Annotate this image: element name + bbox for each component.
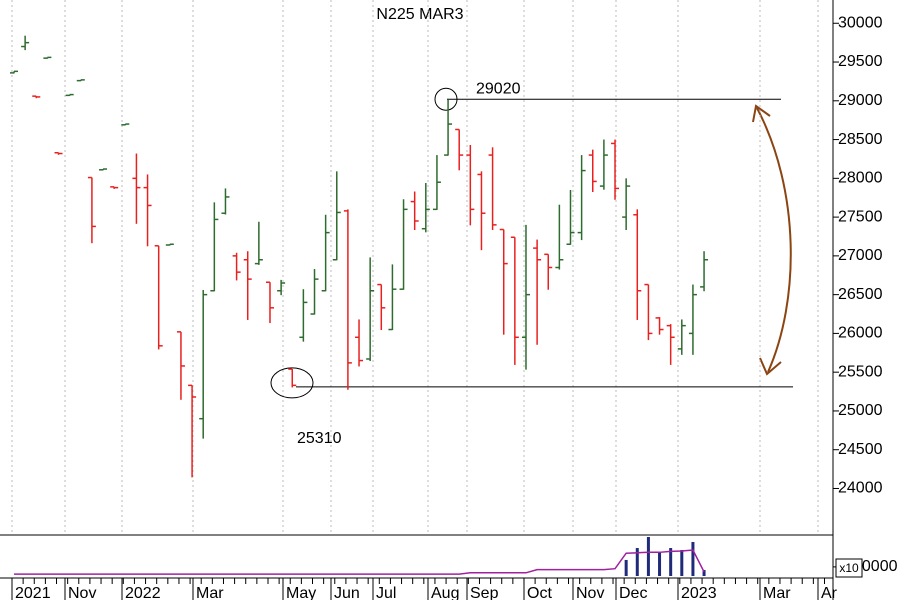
x-tick-label: Nov [576,585,604,600]
x-tick-label: Jul [376,585,396,600]
x-tick-label: Sep [470,585,499,600]
level-circle [270,367,314,399]
y-tick-label: 24000 [838,480,883,497]
x-tick-label: May [286,585,316,600]
y-tick-label: 29500 [838,53,883,70]
volume-bar [702,569,706,576]
y-tick-label: 24500 [838,441,883,458]
volume-unit: x10 [839,561,859,575]
x-tick-label: Dec [619,585,647,600]
volume-bar [624,559,628,576]
volume-bar [669,548,673,576]
level-label: 29020 [476,80,521,97]
open-interest-line [14,549,705,575]
y-tick-label: 26000 [838,325,883,342]
y-tick-label: 28500 [838,131,883,148]
level-circle [434,87,458,111]
level-label: 25310 [297,430,342,447]
x-tick-label: 2022 [125,585,161,600]
volume-unit-box [835,558,863,578]
y-tick-label: 26500 [838,286,883,303]
x-tick-label: Ar [821,585,838,600]
volume-bar [646,537,650,576]
volume-bar [658,552,662,576]
volume-bar [680,550,684,576]
x-tick-label: Mar [763,585,791,600]
x-tick-label: Nov [68,585,96,600]
x-tick-label: Mar [196,585,224,600]
x-tick-label: Aug [431,585,459,600]
y-tick-label: 27500 [838,208,883,225]
chart-title: N225 MAR3 [376,6,463,23]
y-tick-label: 30000 [838,14,883,31]
volume-bar [635,548,639,576]
y-tick-label: 25500 [838,363,883,380]
arrow-head [752,104,771,123]
y-tick-label: 25000 [838,402,883,419]
volume-bar [691,542,695,576]
range-arrow [756,107,792,373]
x-tick-label: Oct [527,585,552,600]
arrow-head [759,357,782,376]
x-tick-label: Jun [334,585,360,600]
x-tick-label: 2021 [15,585,51,600]
y-tick-label: 27000 [838,247,883,264]
y-tick-label: 29000 [838,92,883,109]
y-tick-label: 28000 [838,170,883,187]
x-tick-label: 2023 [681,585,717,600]
volume-y-tick-label: 10000 [853,558,898,575]
